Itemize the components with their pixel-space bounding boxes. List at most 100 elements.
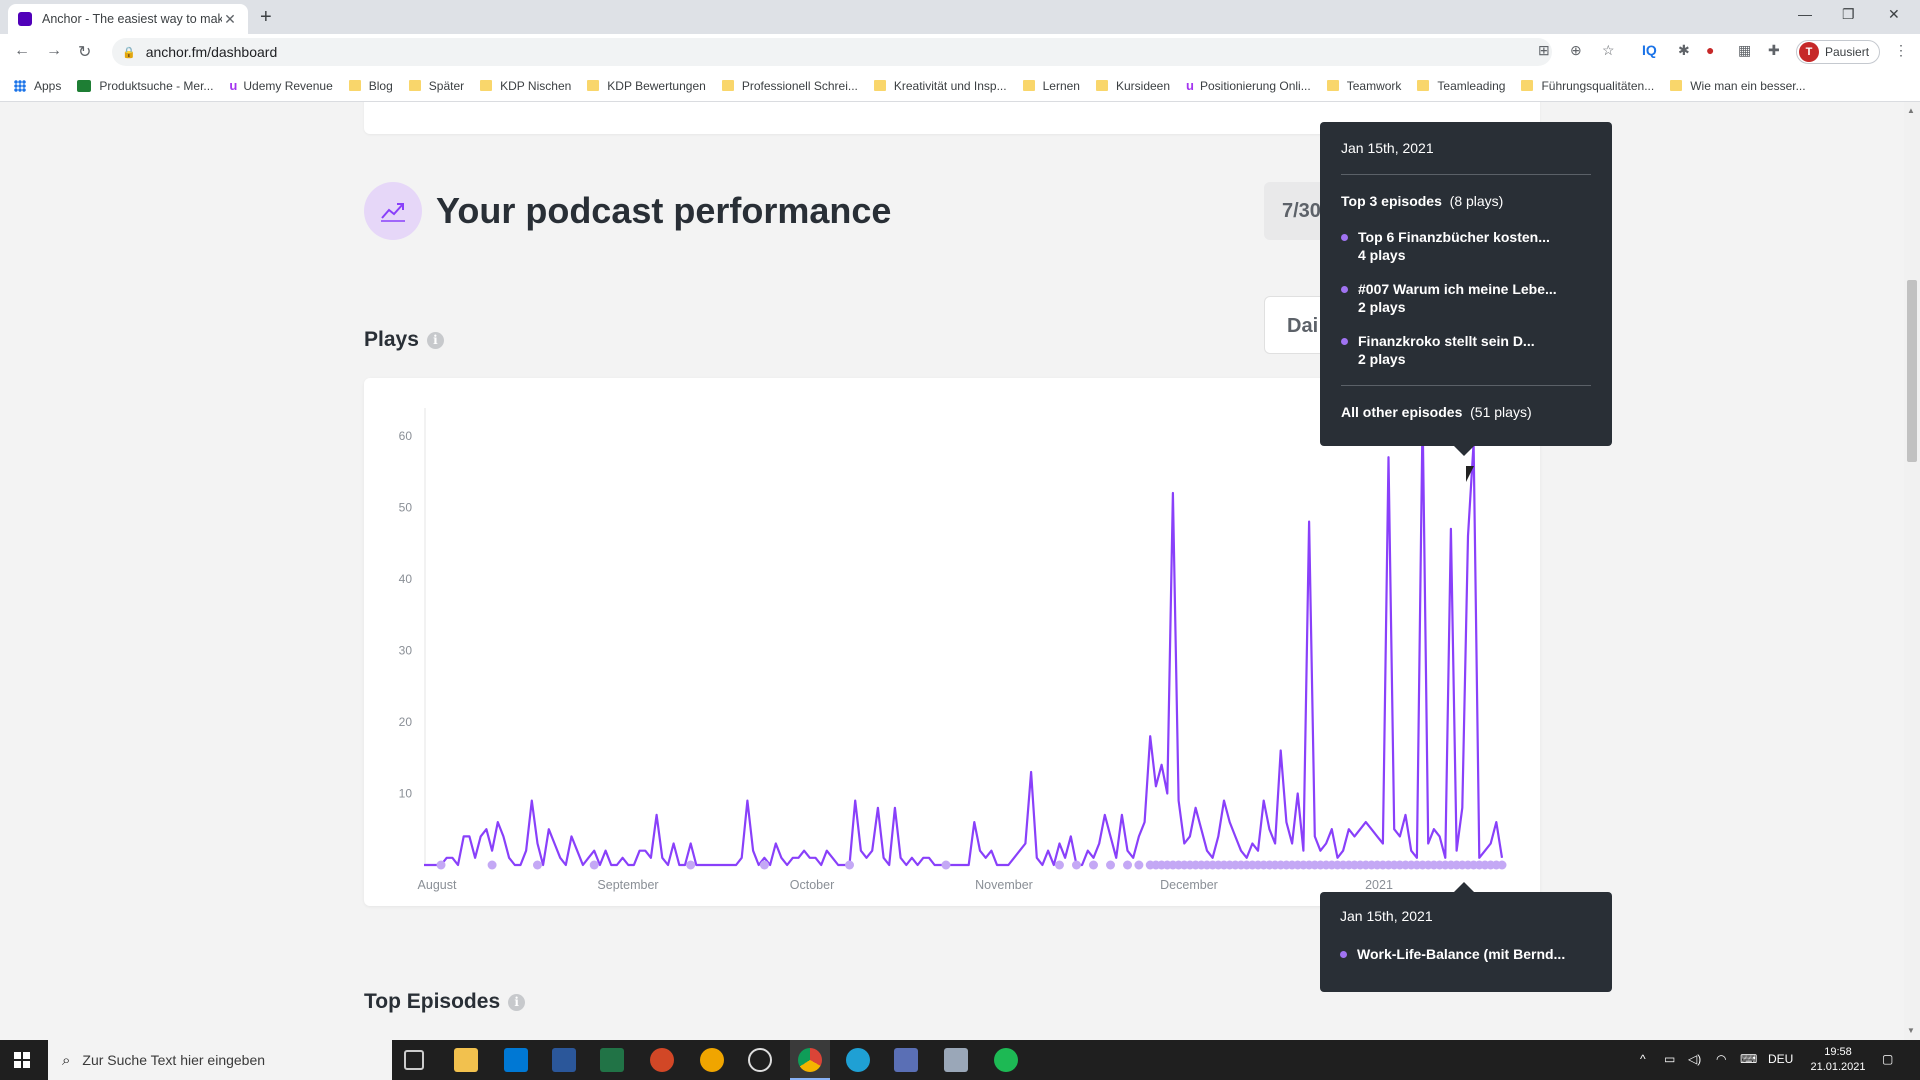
scroll-down-icon[interactable]: ▼ [1907,1026,1915,1035]
episode-title: #007 Warum ich meine Lebe... [1358,281,1557,297]
green-square-icon [77,79,92,92]
edge-icon[interactable] [846,1048,870,1072]
tooltip-divider [1341,385,1591,386]
address-bar[interactable]: 🔒 anchor.fm/dashboard [112,38,1552,66]
bookmark-item[interactable]: Später [408,79,464,93]
bookmark-item[interactable]: Kreativität und Insp... [873,79,1007,93]
minimize-icon[interactable]: — [1798,6,1812,22]
bookmark-label: Teamwork [1346,78,1402,93]
audition-icon[interactable] [700,1048,724,1072]
adblock-icon[interactable]: ● [1706,42,1715,58]
y-tick-label: 30 [399,643,413,657]
star-icon[interactable]: ☆ [1602,42,1615,58]
bookmark-label: Wie man ein besser... [1690,78,1806,93]
bookmark-item[interactable]: Führungsqualitäten... [1521,79,1654,93]
episode-dot-icon [1341,286,1348,293]
translate-icon[interactable]: ⊞ [1538,42,1550,58]
notification-icon[interactable]: ▢ [1882,1052,1894,1066]
x-tick-label: September [597,878,658,892]
y-tick-label: 60 [399,429,413,443]
episode-marker [1497,860,1507,870]
obs-icon[interactable] [748,1048,772,1072]
profile-button[interactable]: T Pausiert [1796,40,1880,64]
tooltip-episode: Top 6 Finanzbücher kosten... 4 plays [1341,229,1591,263]
x-tick-label: December [1160,878,1218,892]
windows-start-icon[interactable] [14,1052,30,1068]
reload-icon[interactable]: ↻ [78,44,92,61]
powerpoint-icon[interactable] [650,1048,674,1072]
word-icon[interactable] [552,1048,576,1072]
iq-extension-icon[interactable]: IQ [1642,42,1657,58]
bookmark-item[interactable]: Kursideen [1095,79,1170,93]
plays-chart[interactable]: 10 20 30 40 50 60 August September October Novemb… [364,378,1540,906]
file-explorer-icon[interactable] [454,1048,478,1072]
page-scrollbar[interactable]: ▲ ▼ [1904,102,1920,1040]
tooltip-date: Jan 15th, 2021 [1340,908,1433,924]
taskbar-clock[interactable]: 19:58 21.01.2021 [1810,1045,1866,1075]
mail-icon[interactable] [504,1048,528,1072]
y-tick-label: 50 [399,500,413,514]
episode-dot-icon [1341,338,1348,345]
back-icon[interactable]: ← [14,42,30,59]
volume-icon[interactable]: ◁) [1688,1052,1702,1066]
new-tab-icon[interactable]: + [260,6,272,28]
forward-icon[interactable]: → [46,42,62,59]
excel-icon[interactable] [600,1048,624,1072]
bookmark-item[interactable]: Teamleading [1417,79,1505,93]
bookmark-label: Positionierung Onli... [1199,78,1311,93]
bookmark-label: Udemy Revenue [243,78,333,93]
puzzle-icon[interactable]: ✚ [1768,42,1780,58]
scrollbar-thumb[interactable] [1907,280,1917,462]
language-indicator[interactable]: DEU [1768,1052,1794,1066]
taskbar-search[interactable]: ⌕ Zur Suche Text hier eingeben [48,1040,392,1080]
tab-title: Anchor - The easiest way to mak [42,12,222,26]
task-view-icon[interactable] [404,1050,424,1070]
menu-icon[interactable]: ⋮ [1894,42,1908,58]
zoom-icon[interactable]: ⊕ [1570,42,1582,58]
notepad-icon[interactable] [944,1048,968,1072]
episode-marker [1088,860,1098,870]
clock-time: 19:58 [1824,1046,1852,1058]
app-icon[interactable] [894,1048,918,1072]
meet-icon[interactable]: ▭ [1664,1052,1676,1066]
bookmark-item[interactable]: KDP Bewertungen [587,79,706,93]
browser-toolbar: ← → ↻ 🔒 anchor.fm/dashboard [0,34,1920,70]
bookmark-item[interactable]: u Positionierung Onli... [1186,78,1311,93]
plays-label: Plays [364,328,419,351]
keyboard-icon[interactable]: ⌨ [1740,1052,1758,1066]
scroll-up-icon[interactable]: ▲ [1907,106,1915,115]
bookmark-item[interactable]: Blog [348,79,393,93]
x-tick-label: October [790,878,834,892]
bookmark-item[interactable]: Wie man ein besser... [1670,78,1806,93]
bookmark-item[interactable]: Lernen [1022,79,1080,93]
bookmark-item[interactable]: KDP Nischen [480,79,571,93]
spotify-icon[interactable] [994,1048,1018,1072]
bookmark-item[interactable]: Produktsuche - Mer... [77,79,213,93]
bookmark-item[interactable]: Apps [14,79,61,93]
restore-icon[interactable]: ❐ [1842,6,1855,22]
chrome-icon[interactable] [798,1048,822,1072]
x-tick-label: August [418,878,457,892]
close-window-icon[interactable]: ✕ [1888,6,1900,22]
info-icon[interactable]: i [426,332,444,349]
episode-marker [845,860,855,870]
tooltip-other: All other episodes (51 plays) [1341,404,1591,420]
plays-chart-card: 10 20 30 40 50 60 August September October Novemb… [364,378,1540,906]
grid-extension-icon[interactable]: ▦ [1738,42,1752,58]
info-icon[interactable]: i [508,994,526,1011]
close-tab-icon[interactable]: ✕ [224,10,236,27]
network-icon[interactable]: ◠ [1716,1052,1727,1066]
tray-chevron-icon[interactable]: ^ [1640,1052,1646,1066]
episode-marker [686,860,696,870]
extension-icon[interactable]: ✱ [1678,42,1690,58]
folder-icon [1521,80,1534,91]
episode-plays: 2 plays [1358,299,1406,315]
tooltip-date: Jan 15th, 2021 [1341,140,1434,156]
folder-icon [587,80,600,91]
y-tick-label: 10 [399,786,413,800]
episode-marker [436,860,446,870]
browser-tab[interactable]: Anchor - The easiest way to mak ✕ [8,4,248,34]
bookmark-item[interactable]: Professionell Schrei... [721,79,858,93]
bookmark-item[interactable]: Teamwork [1326,78,1402,93]
bookmark-item[interactable]: u Udemy Revenue [229,78,332,93]
